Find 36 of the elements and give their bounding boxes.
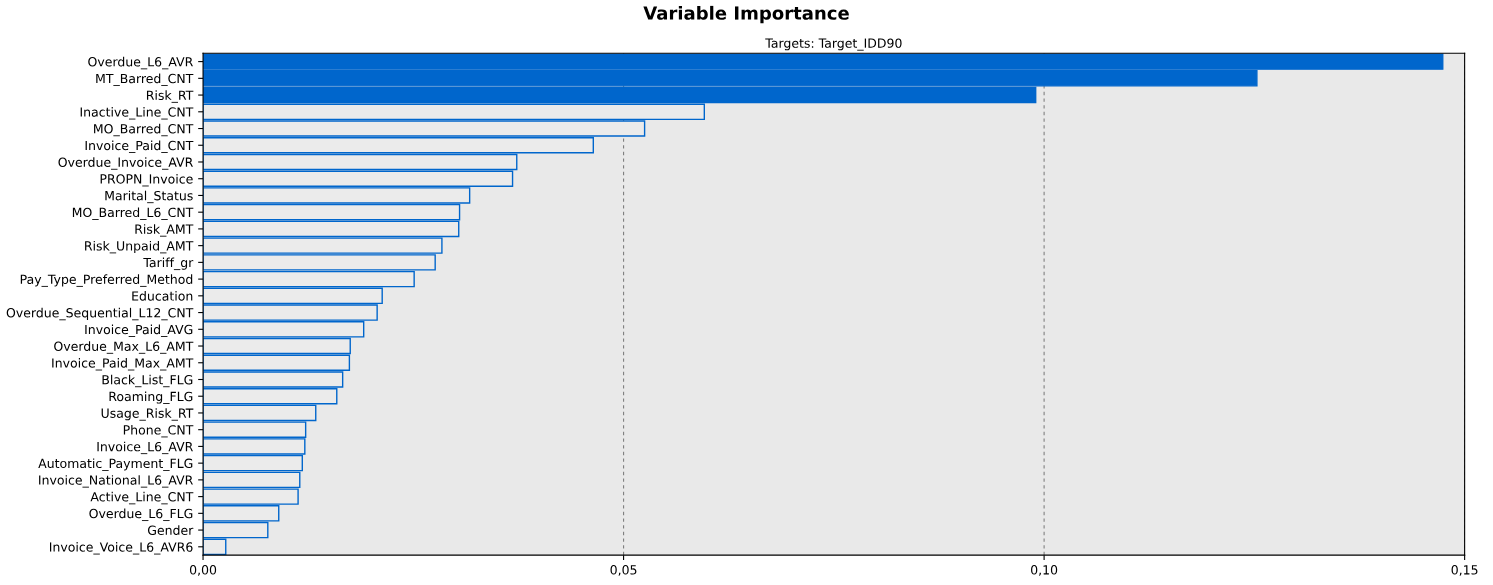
- y-tick-label: Overdue_Max_L6_AMT: [54, 341, 194, 354]
- y-tick-label: Overdue_Invoice_AVR: [58, 157, 193, 170]
- y-tick-label: Overdue_L6_FLG: [89, 508, 193, 522]
- chart-title: Variable Importance: [643, 5, 849, 24]
- y-tick-label: Invoice_L6_AVR: [97, 441, 193, 455]
- y-tick-label: MO_Barred_CNT: [94, 123, 194, 137]
- y-tick-label: Usage_Risk_RT: [101, 408, 194, 421]
- y-tick-label: Overdue_Sequential_L12_CNT: [6, 307, 194, 321]
- chart-subtitle: Targets: Target_IDD90: [765, 38, 902, 51]
- y-tick-label: Automatic_Payment_FLG: [38, 458, 193, 471]
- y-tick-label: Risk_RT: [146, 90, 194, 103]
- y-tick-label: Invoice_National_L6_AVR: [39, 475, 193, 488]
- y-tick-label: Marital_Status: [105, 190, 193, 204]
- y-tick-label: Black_List_FLG: [102, 374, 193, 388]
- y-tick-label: Active_Line_CNT: [90, 491, 194, 505]
- y-tick-label: MO_Barred_L6_CNT: [72, 207, 194, 220]
- x-tick-label: 0,10: [1031, 565, 1058, 576]
- y-tick-label: Invoice_Voice_L6_AVR6: [49, 542, 193, 555]
- y-tick-label: Roaming_FLG: [109, 391, 193, 404]
- y-tick-label: Tariff_gr: [143, 257, 194, 271]
- y-tick-label: Overdue_L6_AVR: [88, 56, 193, 70]
- y-tick-label: Phone_CNT: [123, 424, 194, 438]
- x-tick-label: 0,00: [189, 565, 217, 576]
- y-tick-label: Invoice_Paid_AVG: [85, 324, 193, 337]
- y-tick-label: MT_Barred_CNT: [96, 73, 194, 87]
- x-tick-label: 0,05: [610, 565, 637, 576]
- y-tick-label: Inactive_Line_CNT: [80, 107, 194, 120]
- y-tick-label: Invoice_Paid_Max_AMT: [52, 358, 194, 371]
- y-tick-label: Risk_Unpaid_AMT: [85, 240, 194, 254]
- y-tick-label: PROPN_Invoice: [100, 173, 193, 187]
- y-tick-label: Pay_Type_Preferred_Method: [20, 274, 193, 287]
- y-tick-label: Gender: [147, 525, 194, 535]
- y-tick-label: Risk_AMT: [135, 224, 194, 237]
- x-tick-label: 0,15: [1451, 565, 1478, 576]
- y-tick-label: Education: [132, 291, 193, 301]
- y-tick-label: Invoice_Paid_CNT: [85, 140, 194, 153]
